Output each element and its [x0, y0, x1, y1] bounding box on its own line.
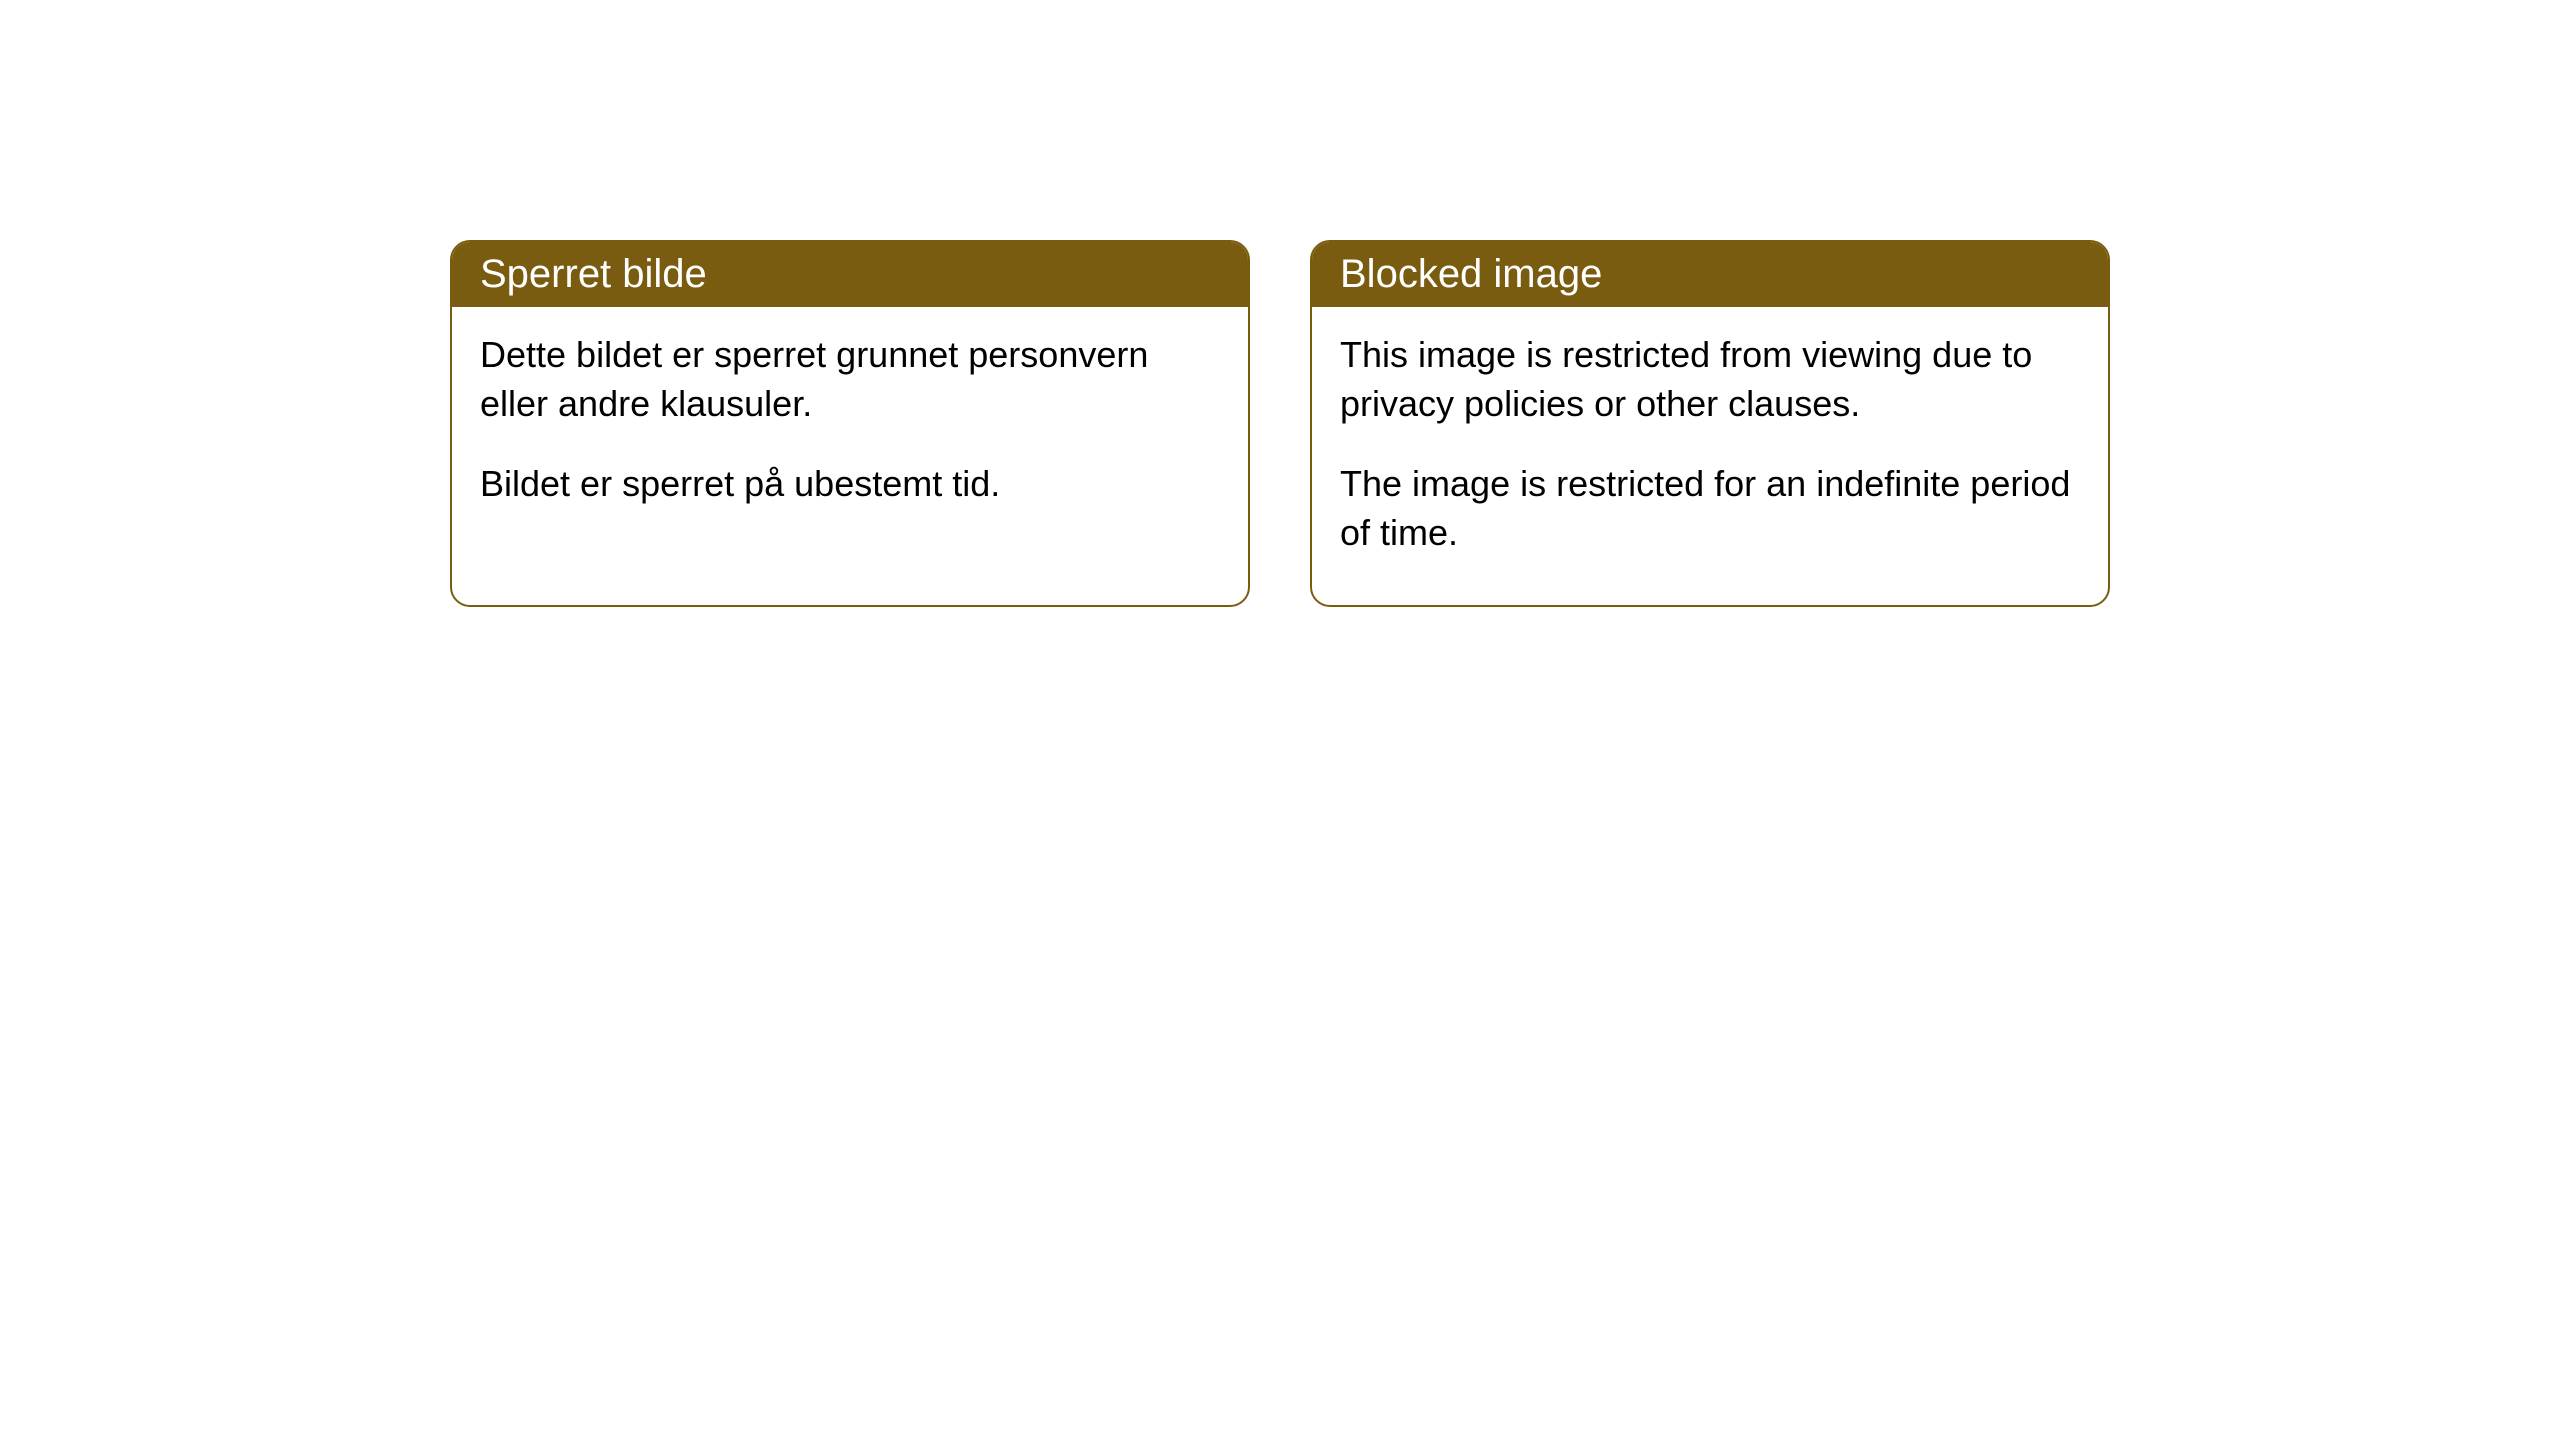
card-body-english: This image is restricted from viewing du… — [1312, 307, 2108, 605]
card-title-norwegian: Sperret bilde — [480, 252, 707, 296]
card-text-english-1: This image is restricted from viewing du… — [1340, 331, 2080, 428]
card-text-english-2: The image is restricted for an indefinit… — [1340, 460, 2080, 557]
cards-container: Sperret bilde Dette bildet er sperret gr… — [450, 240, 2110, 607]
card-norwegian: Sperret bilde Dette bildet er sperret gr… — [450, 240, 1250, 607]
card-title-english: Blocked image — [1340, 252, 1602, 296]
card-english: Blocked image This image is restricted f… — [1310, 240, 2110, 607]
card-body-norwegian: Dette bildet er sperret grunnet personve… — [452, 307, 1248, 557]
card-header-english: Blocked image — [1312, 242, 2108, 307]
card-header-norwegian: Sperret bilde — [452, 242, 1248, 307]
card-text-norwegian-1: Dette bildet er sperret grunnet personve… — [480, 331, 1220, 428]
card-text-norwegian-2: Bildet er sperret på ubestemt tid. — [480, 460, 1220, 509]
